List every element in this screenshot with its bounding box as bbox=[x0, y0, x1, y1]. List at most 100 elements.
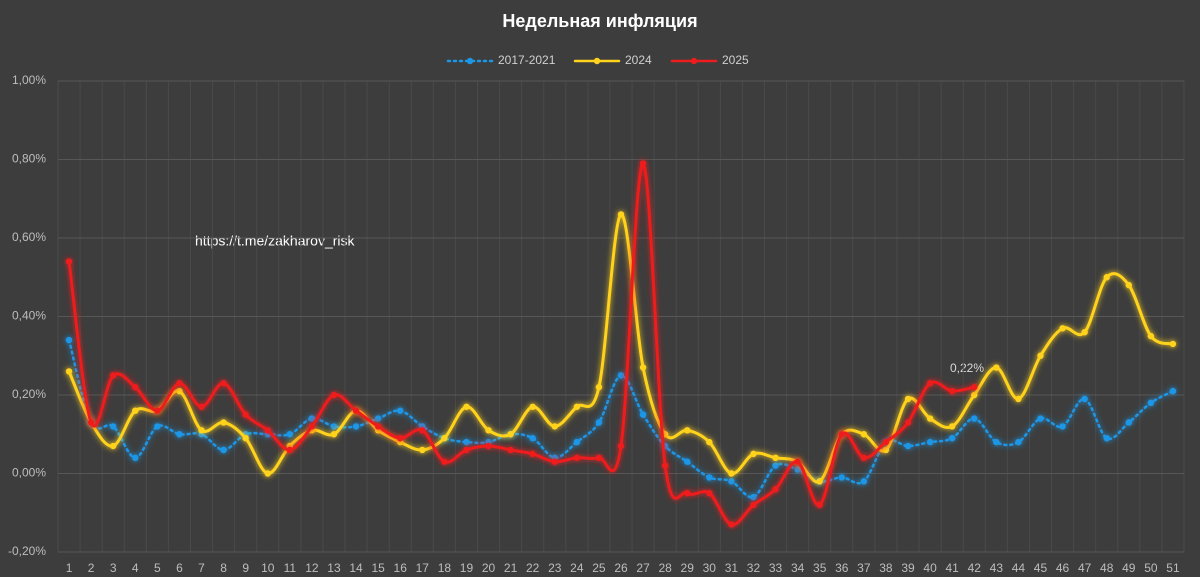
data-point bbox=[1125, 281, 1133, 289]
data-point bbox=[198, 427, 205, 434]
x-tick-label: 24 bbox=[570, 561, 584, 575]
data-point bbox=[661, 462, 669, 469]
x-tick-label: 46 bbox=[1056, 561, 1070, 575]
x-tick-label: 9 bbox=[242, 561, 249, 575]
series bbox=[65, 336, 1177, 501]
data-point bbox=[1081, 395, 1088, 403]
data-point bbox=[816, 478, 823, 485]
data-point bbox=[132, 454, 139, 461]
x-tick-label: 51 bbox=[1166, 561, 1180, 575]
x-tick-label: 2 bbox=[88, 561, 95, 575]
x-tick-label: 43 bbox=[990, 561, 1004, 575]
watermark: https://t.me/zakharov_risk bbox=[195, 233, 356, 249]
x-tick-label: 22 bbox=[526, 561, 540, 575]
x-tick-label: 5 bbox=[154, 561, 161, 575]
data-point bbox=[948, 423, 956, 430]
data-point bbox=[286, 446, 294, 454]
x-tick-label: 23 bbox=[548, 561, 562, 575]
data-point bbox=[573, 403, 581, 410]
x-tick-label: 26 bbox=[614, 561, 628, 575]
x-tick-label: 47 bbox=[1078, 561, 1092, 575]
data-point bbox=[242, 434, 249, 442]
data-point bbox=[860, 454, 868, 461]
data-point bbox=[838, 431, 845, 438]
x-tick-label: 36 bbox=[835, 561, 849, 575]
data-point bbox=[882, 438, 890, 446]
data-point bbox=[706, 438, 713, 446]
x-tick-label: 31 bbox=[725, 561, 739, 575]
data-point bbox=[198, 403, 205, 410]
data-point bbox=[1125, 419, 1133, 426]
data-point bbox=[109, 442, 117, 450]
x-tick-label: 29 bbox=[681, 561, 695, 575]
data-point bbox=[728, 478, 735, 485]
data-point bbox=[463, 403, 470, 410]
data-point bbox=[330, 423, 338, 430]
data-point bbox=[220, 380, 227, 387]
data-point bbox=[1169, 340, 1177, 348]
data-point bbox=[595, 419, 603, 426]
x-tick-label: 33 bbox=[769, 561, 783, 575]
data-point bbox=[750, 450, 757, 458]
x-tick-label: 1 bbox=[66, 561, 73, 575]
data-point bbox=[419, 446, 426, 454]
chart-title: Недельная инфляция bbox=[502, 11, 697, 31]
data-point bbox=[242, 411, 249, 418]
x-tick-label: 12 bbox=[305, 561, 319, 575]
data-point bbox=[993, 438, 1000, 446]
data-point bbox=[750, 501, 757, 509]
data-point bbox=[374, 423, 382, 430]
data-point bbox=[109, 423, 117, 430]
data-point bbox=[220, 419, 227, 426]
data-point bbox=[264, 427, 271, 434]
x-tick-label: 41 bbox=[945, 561, 959, 575]
data-point bbox=[816, 501, 823, 509]
x-tick-label: 3 bbox=[110, 561, 117, 575]
x-tick-label: 21 bbox=[504, 561, 518, 575]
data-point bbox=[684, 427, 691, 434]
data-point bbox=[948, 387, 956, 395]
data-point bbox=[507, 431, 514, 438]
x-tick-label: 39 bbox=[901, 561, 915, 575]
legend-marker bbox=[690, 57, 698, 65]
data-point bbox=[617, 442, 625, 450]
data-point bbox=[1147, 332, 1155, 340]
data-point bbox=[330, 431, 338, 438]
y-tick-label: 1,00% bbox=[12, 73, 46, 87]
x-tick-label: 7 bbox=[198, 561, 205, 575]
x-tick-label: 49 bbox=[1122, 561, 1136, 575]
data-point bbox=[441, 434, 448, 442]
annotation: 0,22% bbox=[950, 361, 984, 375]
data-point bbox=[1037, 415, 1044, 422]
data-point bbox=[684, 489, 691, 497]
x-tick-label: 48 bbox=[1100, 561, 1114, 575]
data-point bbox=[639, 160, 647, 167]
data-point bbox=[860, 431, 868, 438]
data-point bbox=[308, 415, 316, 422]
data-point bbox=[507, 446, 514, 454]
data-point bbox=[132, 407, 139, 414]
data-point bbox=[551, 423, 558, 430]
data-point bbox=[639, 364, 647, 371]
data-point bbox=[595, 454, 603, 461]
y-tick-label: 0,80% bbox=[12, 152, 46, 166]
data-point bbox=[65, 368, 73, 375]
data-point bbox=[485, 427, 492, 434]
legend-label: 2024 bbox=[625, 53, 652, 67]
x-tick-label: 4 bbox=[132, 561, 139, 575]
data-point bbox=[706, 474, 713, 481]
data-point bbox=[926, 380, 934, 387]
data-point bbox=[154, 423, 161, 430]
x-tick-label: 6 bbox=[176, 561, 183, 575]
x-tick-label: 45 bbox=[1034, 561, 1048, 575]
data-point bbox=[286, 431, 294, 438]
x-tick-label: 37 bbox=[857, 561, 871, 575]
data-point bbox=[772, 454, 779, 461]
x-tick-label: 38 bbox=[879, 561, 893, 575]
legend-marker bbox=[466, 57, 474, 65]
data-point bbox=[397, 434, 404, 442]
y-tick-label: 0,40% bbox=[12, 309, 46, 323]
x-tick-label: 28 bbox=[658, 561, 672, 575]
x-tick-label: 16 bbox=[394, 561, 408, 575]
